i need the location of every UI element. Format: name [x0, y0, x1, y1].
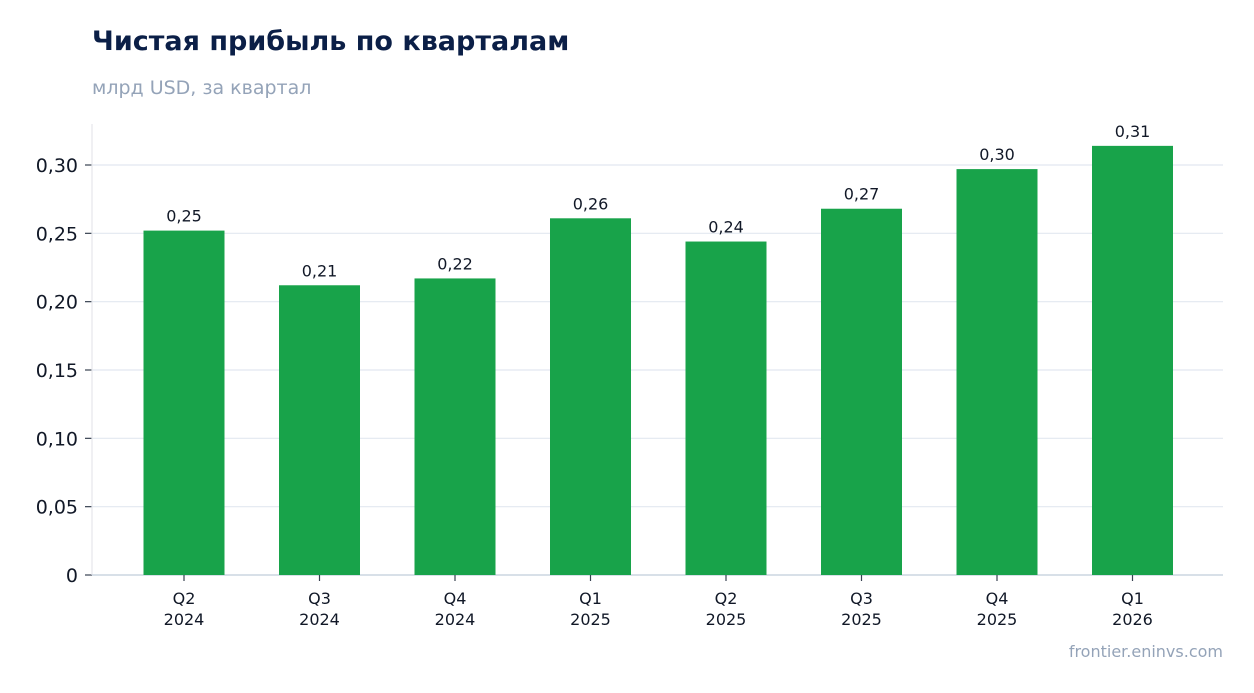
data-label: 0,25 — [166, 207, 202, 226]
data-label: 0,30 — [979, 145, 1015, 164]
y-tick-label: 0,05 — [36, 497, 78, 519]
grid-lines — [92, 164, 1223, 508]
x-tick-label-quarter: Q3 — [850, 589, 873, 608]
y-tick-label: 0,25 — [36, 223, 78, 245]
x-tick-label: Q4 2024 — [435, 589, 476, 629]
data-label: 0,31 — [1115, 122, 1151, 141]
bar-Q3-2025 — [821, 208, 902, 575]
bar-Q4-2025 — [956, 169, 1038, 575]
x-tick-label: Q3 2024 — [299, 589, 340, 629]
data-label: 0,27 — [844, 185, 880, 204]
x-tick-label-year: 2026 — [1112, 610, 1153, 629]
x-tick-label-quarter: Q2 — [715, 589, 738, 608]
x-tick-label-year: 2025 — [841, 610, 882, 629]
x-tick-label-year: 2024 — [435, 610, 476, 629]
bar-Q1-2025 — [550, 218, 631, 576]
x-tick-label-year: 2025 — [977, 610, 1018, 629]
data-label: 0,24 — [708, 218, 744, 237]
data-label: 0,22 — [437, 254, 473, 273]
bar-Q2-2024 — [143, 230, 225, 575]
data-label: 0,21 — [302, 261, 338, 280]
bar-Q1-2026 — [1092, 145, 1173, 575]
y-tick-label: 0,15 — [36, 360, 78, 382]
x-tick-label-quarter: Q4 — [986, 589, 1009, 608]
x-tick-label-quarter: Q1 — [579, 589, 602, 608]
data-label: 0,26 — [573, 194, 609, 213]
x-tick-label-year: 2024 — [299, 610, 340, 629]
x-tick-label-quarter: Q3 — [308, 589, 331, 608]
bar-Q4-2024 — [414, 278, 496, 575]
chart-subtitle: млрд USD, за квартал — [92, 77, 312, 99]
y-tick-label: 0,10 — [36, 428, 78, 450]
y-tick-label: 0 — [66, 565, 78, 587]
y-tick-label: 0,20 — [36, 292, 78, 314]
y-tick-label: 0,30 — [36, 155, 78, 177]
x-tick-label-year: 2025 — [706, 610, 747, 629]
axes — [85, 124, 1223, 581]
x-tick-label: Q2 2024 — [164, 589, 205, 629]
x-tick-label-quarter: Q2 — [173, 589, 196, 608]
x-tick-label-year: 2025 — [570, 610, 611, 629]
x-tick-label: Q1 2025 — [570, 589, 611, 629]
chart-title: Чистая прибыль по кварталам — [92, 26, 570, 57]
x-tick-label-quarter: Q4 — [444, 589, 467, 608]
x-tick-label-year: 2024 — [164, 610, 205, 629]
x-tick-label: Q4 2025 — [977, 589, 1018, 629]
x-tick-label: Q1 2026 — [1112, 589, 1153, 629]
x-tick-labels: Q2 2024 Q3 2024 Q4 2024 Q1 2025 Q2 2025 Q3 2025 Q4 20… — [164, 589, 1153, 629]
y-tick-labels: 0 0,05 0,10 0,15 0,20 0,25 0,30 — [36, 155, 78, 587]
bars — [143, 145, 1173, 576]
x-tick-label: Q3 2025 — [841, 589, 882, 629]
x-tick-label: Q2 2025 — [706, 589, 747, 629]
x-tick-label-quarter: Q1 — [1121, 589, 1144, 608]
bar-Q3-2024 — [279, 285, 360, 575]
source-credit: frontier.eninvs.com — [1068, 642, 1223, 661]
bar-Q2-2025 — [685, 241, 767, 576]
data-labels: 0,25 0,21 0,22 0,26 0,24 0,27 0,30 0,31 — [166, 122, 1150, 280]
